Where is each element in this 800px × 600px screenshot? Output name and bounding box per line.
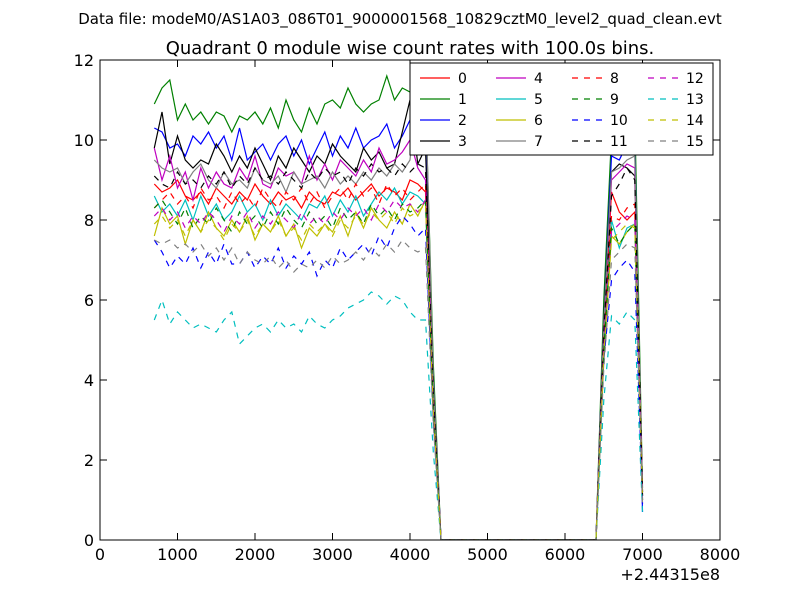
series-line-9 xyxy=(153,198,644,540)
legend-label-11: 11 xyxy=(610,134,628,150)
y-tick-label: 0 xyxy=(84,531,94,550)
x-tick-label: 0 xyxy=(95,545,105,564)
y-tick-label: 10 xyxy=(74,131,94,150)
series-line-10 xyxy=(153,215,644,540)
series-line-12 xyxy=(153,198,644,540)
legend-label-13: 13 xyxy=(686,92,704,108)
legend-label-2: 2 xyxy=(458,113,467,129)
series-group xyxy=(153,73,644,540)
x-tick-label: 3000 xyxy=(312,545,353,564)
legend-label-8: 8 xyxy=(610,71,619,87)
series-line-15 xyxy=(154,239,644,540)
legend-label-7: 7 xyxy=(534,134,543,150)
series-line-5 xyxy=(153,186,644,540)
legend-label-5: 5 xyxy=(534,92,543,108)
y-tick-label: 6 xyxy=(84,291,94,310)
plot-area: 0 1000 2000 3000 4000 5000 6000 7000 80000246810… xyxy=(74,51,741,564)
y-tick-label: 4 xyxy=(84,371,94,390)
y-tick-label: 2 xyxy=(84,451,94,470)
x-tick-label: 5000 xyxy=(467,545,508,564)
suptitle: Data file: modeM0/AS1A03_086T01_90000015… xyxy=(78,10,722,29)
series-line-13 xyxy=(153,291,644,540)
legend-label-6: 6 xyxy=(534,113,543,129)
legend-box xyxy=(409,62,714,156)
x-offset-label: +2.44315e8 xyxy=(620,565,720,584)
x-tick-label: 6000 xyxy=(545,545,586,564)
series-line-2 xyxy=(154,118,644,540)
x-tick-label: 1000 xyxy=(157,545,198,564)
legend-label-15: 15 xyxy=(686,134,704,150)
series-line-1 xyxy=(153,74,644,540)
legend-label-12: 12 xyxy=(686,71,704,87)
x-tick-label: 2000 xyxy=(235,545,276,564)
series-line-14 xyxy=(153,202,644,540)
legend-label-9: 9 xyxy=(610,92,619,108)
legend-label-3: 3 xyxy=(458,134,467,150)
series-line-6 xyxy=(153,199,644,540)
legend-label-4: 4 xyxy=(534,71,543,87)
x-tick-label: 7000 xyxy=(622,545,663,564)
x-tick-label: 8000 xyxy=(700,545,741,564)
series-line-11 xyxy=(153,163,644,540)
series-line-3 xyxy=(153,99,644,540)
legend-label-1: 1 xyxy=(458,92,467,108)
x-tick-label: 4000 xyxy=(390,545,431,564)
legend-label-10: 10 xyxy=(610,113,628,129)
y-tick-label: 8 xyxy=(84,211,94,230)
series-line-8 xyxy=(153,182,644,540)
legend-label-14: 14 xyxy=(686,113,704,129)
y-tick-label: 12 xyxy=(74,51,94,70)
series-line-4 xyxy=(153,138,644,540)
chart-title: Quadrant 0 module wise count rates with … xyxy=(166,38,655,59)
legend-label-0: 0 xyxy=(458,71,467,87)
